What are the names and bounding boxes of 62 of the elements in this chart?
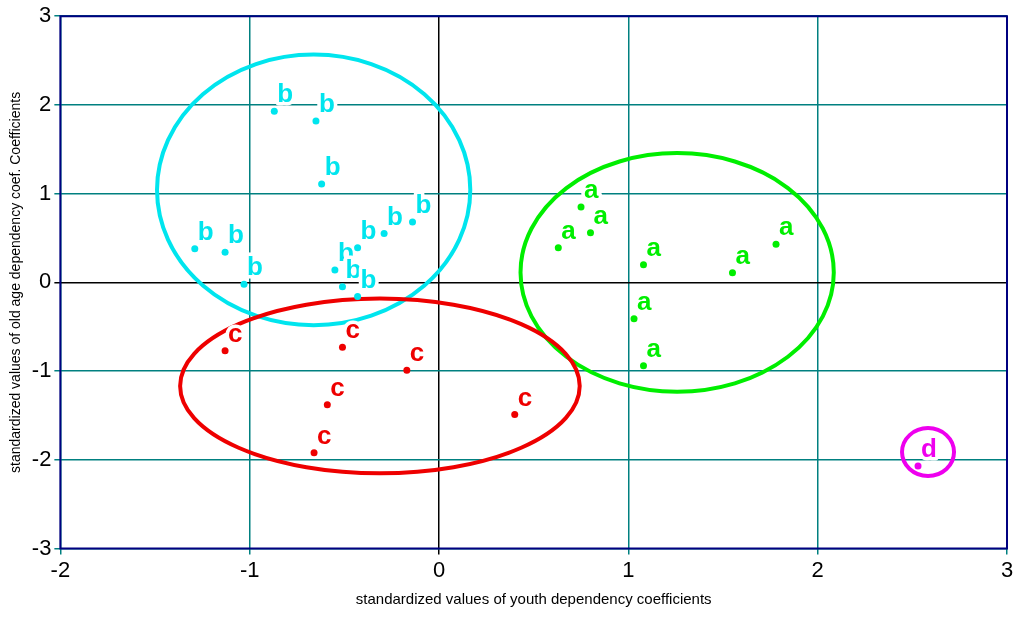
text: a xyxy=(779,211,794,242)
text: a xyxy=(637,285,652,316)
text: c xyxy=(330,372,345,403)
series-label: b xyxy=(324,151,341,182)
point xyxy=(221,347,229,355)
text: c xyxy=(345,314,360,345)
text: b xyxy=(277,78,294,109)
y-tick-label: 1 xyxy=(39,179,52,205)
text: a xyxy=(593,199,608,230)
text: a xyxy=(735,239,750,270)
point xyxy=(554,244,562,252)
text: a xyxy=(561,214,576,245)
y-axis-title: standardized values of old age dependency coef. Coefficients xyxy=(7,91,24,473)
y-tick-label: -1 xyxy=(31,357,52,383)
point xyxy=(354,244,362,252)
point xyxy=(639,261,647,269)
point xyxy=(586,229,594,237)
series-label: c xyxy=(409,337,425,368)
point xyxy=(312,117,320,125)
x-tick-label: 3 xyxy=(1000,556,1014,582)
text: b xyxy=(387,200,403,231)
point xyxy=(221,248,229,256)
text: c xyxy=(517,381,533,412)
point xyxy=(772,240,780,248)
series-label: a xyxy=(646,332,662,363)
point xyxy=(354,293,362,301)
point xyxy=(380,230,388,238)
point xyxy=(639,362,647,370)
point xyxy=(728,269,736,277)
text: b xyxy=(415,189,432,220)
text: c xyxy=(228,317,243,348)
point xyxy=(577,203,585,211)
point xyxy=(323,401,331,409)
x-tick-label: 0 xyxy=(432,556,446,582)
series-label: d xyxy=(921,433,937,464)
point xyxy=(331,266,339,274)
point xyxy=(338,343,346,351)
x-tick-label: 1 xyxy=(622,556,635,582)
point xyxy=(240,280,248,288)
point xyxy=(310,449,318,457)
y-tick-label: -3 xyxy=(31,534,52,560)
y-tick-label: 2 xyxy=(39,91,52,116)
point xyxy=(403,366,411,374)
y-tick-label: 3 xyxy=(39,2,52,28)
point xyxy=(511,411,519,419)
point xyxy=(191,245,199,253)
point xyxy=(318,180,326,188)
point xyxy=(914,462,922,470)
text: b xyxy=(197,215,214,246)
point xyxy=(630,315,638,323)
y-tick-label: -2 xyxy=(31,445,52,471)
x-tick-label: -1 xyxy=(239,556,260,582)
y-tick-label: 0 xyxy=(39,268,52,294)
text: c xyxy=(317,419,332,450)
point xyxy=(338,283,346,291)
point xyxy=(270,107,278,115)
point xyxy=(409,218,417,226)
text: a xyxy=(646,231,661,262)
x-axis-title: standardized values of youth dependency coefficients xyxy=(355,590,712,608)
text: b xyxy=(360,214,377,245)
text: b xyxy=(228,219,244,250)
x-tick-label: 2 xyxy=(811,556,824,582)
